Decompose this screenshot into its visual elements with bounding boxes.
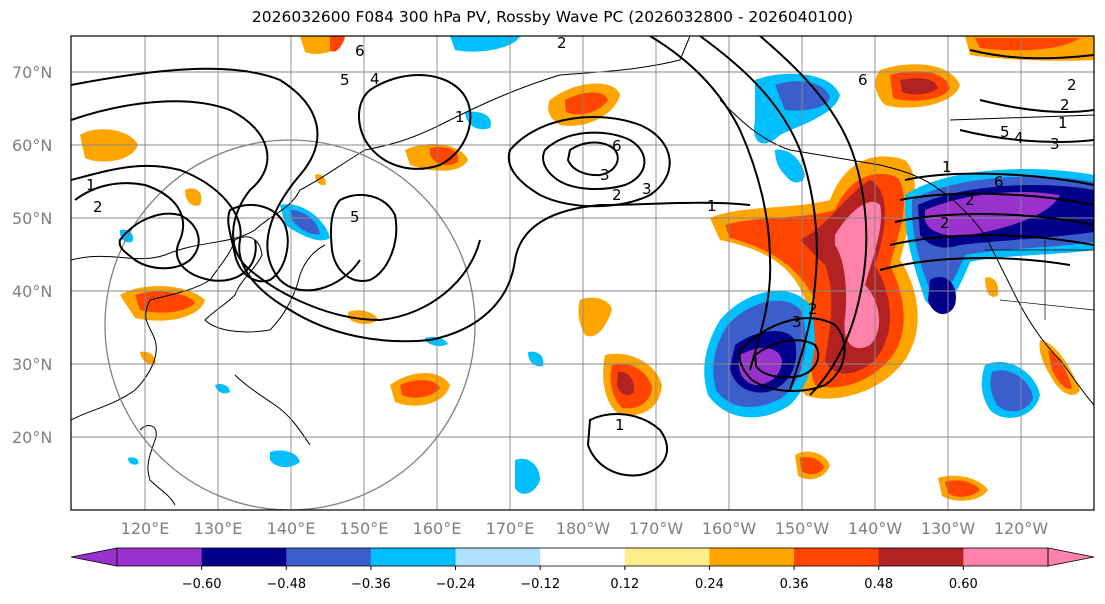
contour-label: 6: [355, 42, 365, 60]
contour-label: 1: [86, 176, 96, 194]
contour-label: 6: [858, 71, 868, 89]
lon-tick-label: 140°E: [267, 519, 316, 538]
lon-tick-label: 160°W: [702, 519, 757, 538]
contour-label: 1: [615, 416, 625, 434]
lon-tick-label: 120°W: [994, 519, 1049, 538]
lon-tick-label: 150°E: [340, 519, 389, 538]
lat-tick-label: 50°N: [12, 209, 52, 228]
contour-label: 2: [965, 191, 975, 209]
range-circle: [104, 139, 476, 510]
colorbar-segment: [624, 548, 710, 566]
lon-tick-label: 170°W: [629, 519, 684, 538]
colorbar-segment: [286, 548, 372, 566]
colorbar: −0.60 −0.48 −0.36 −0.24 −0.12 0.12 0.24 0.36 0.4…: [70, 547, 1095, 592]
contour-label: 4: [370, 70, 380, 88]
contour-label: 2: [557, 34, 567, 52]
contour-label: 3: [600, 166, 610, 184]
contour-label: 6: [994, 173, 1004, 191]
contour-label: 6: [612, 137, 622, 155]
lat-tick-label: 40°N: [12, 282, 52, 301]
contour-label: 3: [1050, 135, 1060, 153]
map-frame: [70, 35, 1095, 511]
colorbar-tick-label: −0.60: [182, 577, 222, 592]
colorbar-segment: [794, 548, 880, 566]
colorbar-tick-label: −0.12: [520, 577, 560, 592]
contour-label: 3: [642, 180, 652, 198]
colorbar-tick-label: −0.36: [351, 577, 391, 592]
lon-tick-labels: 120°E 130°E 140°E 150°E 160°E 170°E 180°…: [121, 519, 1049, 538]
colorbar-tick-label: −0.48: [266, 577, 306, 592]
lat-tick-label: 60°N: [12, 136, 52, 155]
contour-label: 2: [1060, 96, 1070, 114]
contour-label: 4: [1014, 129, 1024, 147]
colorbar-tick-label: −0.24: [436, 577, 476, 592]
colorbar-tick-label: 0.36: [780, 577, 809, 592]
contour-label: 1: [1058, 114, 1068, 132]
lon-tick-label: 130°E: [194, 519, 243, 538]
contour-label: 2: [940, 214, 950, 232]
contour-label: 1: [707, 197, 717, 215]
colorbar-segment: [878, 548, 964, 566]
colorbar-outline: [116, 547, 1049, 567]
contour-label: 2: [93, 198, 103, 216]
negative-anomaly-subtropical: [704, 290, 815, 418]
colorbar-extend-high: [1047, 547, 1095, 567]
colorbar-tick-label: 0.24: [695, 577, 724, 592]
colorbar-segment: [455, 548, 541, 566]
colorbar-segment: [117, 548, 203, 566]
contour-label: 5: [340, 71, 350, 89]
colorbar-tick-label: 0.12: [610, 577, 639, 592]
chart-title: 2026032600 F084 300 hPa PV, Rossby Wave …: [251, 8, 854, 26]
colorbar-tick-label: 0.48: [864, 577, 893, 592]
colorbar-segment: [963, 548, 1049, 566]
contour-label: 2: [612, 186, 622, 204]
lon-tick-label: 120°E: [121, 519, 170, 538]
lon-tick-label: 130°W: [921, 519, 976, 538]
lon-tick-label: 150°W: [775, 519, 830, 538]
lon-tick-label: 170°E: [486, 519, 535, 538]
contour-label: 5: [350, 208, 360, 226]
contour-labels: 2 6 5 4 6 2 3 1 5 1 2 2 6 5 4 3 2 1 2 3 …: [86, 34, 1077, 434]
pv-contours: [71, 36, 1094, 477]
contour-label: 1: [942, 158, 952, 176]
colorbar-tick-label: 0.60: [949, 577, 978, 592]
colorbar-segment: [370, 548, 457, 566]
contour-label: 2: [1067, 76, 1077, 94]
lon-tick-label: 140°W: [848, 519, 903, 538]
lat-tick-label: 30°N: [12, 355, 52, 374]
lat-tick-label: 20°N: [12, 428, 52, 447]
lat-tick-label: 70°N: [12, 63, 52, 82]
colorbar-segment: [709, 548, 795, 566]
colorbar-extend-low: [70, 547, 118, 567]
contour-label: 2: [808, 300, 818, 318]
lon-tick-label: 160°E: [413, 519, 462, 538]
contour-label: 5: [1000, 123, 1010, 141]
colorbar-segment: [540, 548, 626, 566]
contour-label: 1: [455, 108, 465, 126]
lon-tick-label: 180°W: [556, 519, 611, 538]
contour-label: 3: [792, 313, 802, 331]
lat-tick-labels: 70°N 60°N 50°N 40°N 30°N 20°N: [12, 63, 52, 447]
colorbar-segment: [201, 548, 287, 566]
